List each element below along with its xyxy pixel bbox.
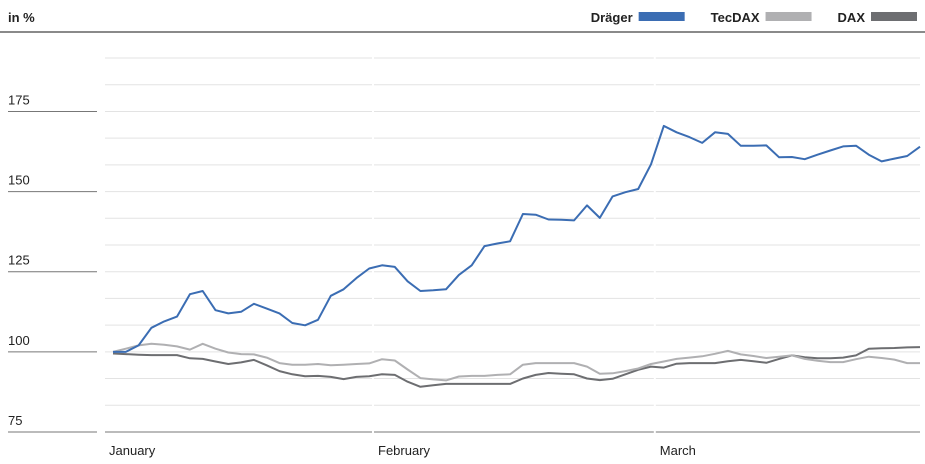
- series-line: [113, 124, 921, 353]
- y-tick-label: 150: [8, 173, 30, 188]
- y-tick-label: 100: [8, 333, 30, 348]
- y-tick-label: 125: [8, 253, 30, 268]
- series-line: [112, 346, 921, 388]
- legend-label: DAX: [838, 10, 866, 25]
- legend-label: Dräger: [591, 10, 633, 25]
- series-line: [112, 342, 920, 382]
- x-tick-label: March: [660, 443, 696, 458]
- legend-swatch: [765, 12, 812, 21]
- y-tick-label: 75: [8, 413, 22, 428]
- legend-label: TecDAX: [711, 10, 760, 25]
- legend-swatch: [871, 12, 917, 21]
- legend-swatch: [638, 12, 685, 21]
- y-tick-label: 175: [8, 92, 30, 107]
- x-tick-label: January: [109, 443, 156, 458]
- chart-title: in %: [8, 10, 35, 25]
- x-tick-label: February: [378, 443, 431, 458]
